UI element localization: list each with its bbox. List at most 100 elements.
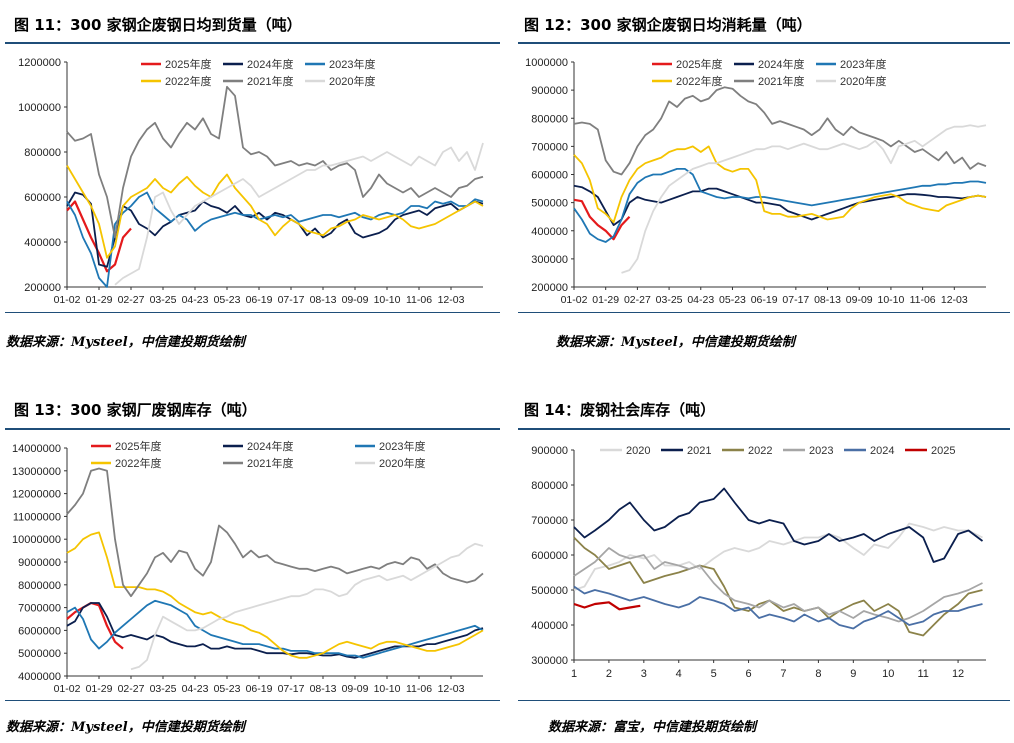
series-line-2025: [573, 601, 641, 611]
legend-label: 2023年度: [379, 439, 425, 453]
title-rule-4: [518, 428, 1010, 430]
source-note-2: 数据来源：Mysteel，中信建投期货绘制: [556, 335, 795, 350]
title-rule-2: [518, 42, 1010, 44]
line-chart-2: 200000 300000 400000 500000 600000 700000 8000…: [525, 57, 987, 306]
x-tick-label: 03-25: [150, 294, 177, 306]
x-tick-label: 05-23: [719, 294, 746, 306]
legend-label: 2022年度: [115, 456, 161, 470]
x-tick-label: 01-29: [86, 294, 113, 306]
y-tick-label: 1000000: [525, 57, 568, 69]
series-line-2025: [66, 601, 124, 650]
x-tick-label: 10-10: [877, 294, 904, 306]
legend-label: 2024年度: [247, 57, 293, 71]
legend-label: 2021年度: [247, 456, 293, 470]
x-tick-label: 12-03: [438, 683, 465, 695]
legend-label: 2020年度: [329, 74, 375, 88]
legend-label: 2021年度: [247, 74, 293, 88]
x-tick-label: 04-23: [687, 294, 714, 306]
source-rule-1: [5, 312, 500, 313]
source-rule-4: [518, 700, 1010, 701]
legend-label: 2025年度: [165, 57, 211, 71]
x-tick-label: 03-25: [656, 294, 683, 306]
legend-label: 2025年度: [115, 439, 161, 453]
legend-label: 2023年度: [329, 57, 375, 71]
chart-title-3: 图 13：300 家钢厂废钢库存（吨）: [14, 401, 257, 419]
y-tick-label: 800000: [531, 113, 568, 125]
y-tick-label: 400000: [24, 237, 61, 249]
legend-label: 2022年度: [165, 74, 211, 88]
y-tick-label: 6000000: [18, 625, 61, 637]
y-tick-label: 700000: [531, 141, 568, 153]
legend-label: 2024: [870, 445, 894, 457]
legend-label: 2024年度: [247, 439, 293, 453]
series-line-2021: [573, 487, 984, 563]
x-tick-label: 11-06: [910, 294, 936, 306]
x-tick-label: 06-19: [751, 294, 778, 306]
x-tick-label: 11-06: [406, 294, 432, 306]
chart-title-4: 图 14：废钢社会库存（吨）: [524, 401, 716, 419]
y-tick-label: 800000: [24, 147, 61, 159]
source-rule-2: [518, 312, 1010, 313]
x-tick-label: 08-13: [310, 683, 337, 695]
y-tick-label: 200000: [531, 282, 568, 294]
series-line-2020: [130, 542, 484, 671]
x-tick-label: 11: [917, 668, 928, 680]
series-line-2021: [66, 85, 484, 239]
y-tick-label: 14000000: [12, 443, 61, 455]
y-tick-label: 13000000: [12, 466, 61, 478]
legend-label: 2023年度: [840, 57, 886, 71]
series-line-2020: [114, 142, 484, 286]
y-tick-label: 500000: [531, 585, 568, 597]
source-note-1: 数据来源：Mysteel，中信建投期货绘制: [6, 335, 245, 350]
legend-label: 2025年度: [676, 57, 722, 71]
y-tick-label: 900000: [531, 445, 568, 457]
x-tick-label: 02-27: [118, 294, 145, 306]
y-tick-label: 10000000: [12, 534, 61, 546]
legend-label: 2022: [748, 445, 772, 457]
x-tick-label: 07-17: [782, 294, 809, 306]
y-tick-label: 800000: [531, 480, 568, 492]
x-tick-label: 05-23: [214, 294, 241, 306]
series-line-2024: [573, 585, 983, 630]
y-tick-label: 700000: [531, 515, 568, 527]
legend-label: 2020年度: [840, 74, 886, 88]
x-tick-label: 09-09: [342, 683, 369, 695]
x-tick-label: 10-10: [374, 683, 401, 695]
series-line-2022: [573, 536, 983, 637]
legend-label: 2020: [626, 445, 650, 457]
y-tick-label: 400000: [531, 620, 568, 632]
x-tick-label: 01-02: [54, 683, 81, 695]
y-tick-label: 900000: [531, 85, 568, 97]
source-note-3: 数据来源：Mysteel，中信建投期货绘制: [6, 720, 245, 735]
x-tick-label: 01-29: [86, 683, 113, 695]
legend-label: 2020年度: [379, 456, 425, 470]
x-tick-label: 12-03: [438, 294, 465, 306]
y-tick-label: 200000: [24, 282, 61, 294]
y-tick-label: 300000: [531, 655, 568, 667]
x-tick-label: 07-17: [278, 683, 305, 695]
legend-label: 2024年度: [758, 57, 804, 71]
x-tick-label: 4: [676, 668, 682, 680]
series-line-2024: [573, 184, 987, 227]
chart-title-2: 图 12：300 家钢企废钢日均消耗量（吨）: [524, 16, 812, 34]
x-tick-label: 02-27: [624, 294, 651, 306]
y-tick-label: 5000000: [18, 648, 61, 660]
series-line-2021: [573, 86, 987, 176]
line-chart-3: 4000000 5000000 6000000 7000000 8000000 90000…: [12, 439, 484, 695]
x-tick-label: 09-09: [342, 294, 369, 306]
x-tick-label: 08-13: [310, 294, 337, 306]
source-note-4: 数据来源：富宝，中信建投期货绘制: [548, 720, 757, 735]
x-tick-label: 8: [815, 668, 821, 680]
x-tick-label: 04-23: [182, 683, 209, 695]
chart-title-1: 图 11：300 家钢企废钢日均到货量（吨）: [14, 16, 302, 34]
y-tick-label: 7000000: [18, 603, 61, 615]
series-line-2023: [66, 599, 484, 659]
legend-label: 2023: [809, 445, 833, 457]
y-tick-label: 500000: [531, 198, 568, 210]
y-tick-label: 600000: [24, 192, 61, 204]
title-rule-1: [5, 42, 500, 44]
y-tick-label: 8000000: [18, 580, 61, 592]
line-chart-1: 200000 400000 600000 800000 1000000 1200000 01…: [18, 57, 484, 306]
series-line-2024: [66, 191, 484, 268]
line-chart-4: 300000 400000 500000 600000 700000 800000 9000…: [531, 445, 986, 680]
